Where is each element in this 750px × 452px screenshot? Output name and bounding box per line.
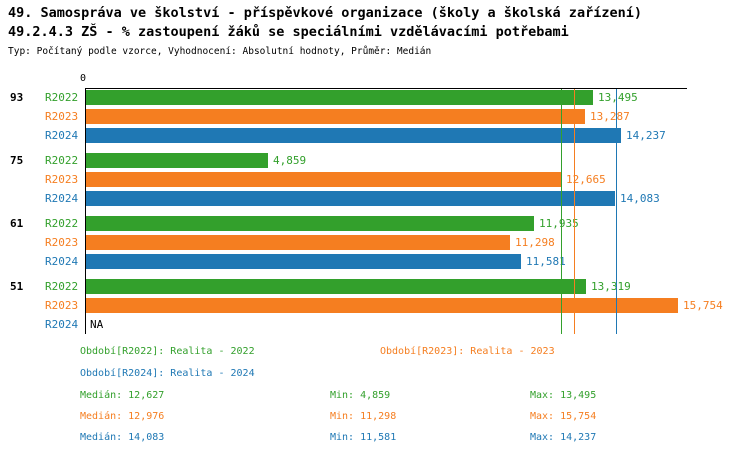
bar-area: 14,083 <box>85 191 722 206</box>
group-label: 61 <box>10 217 24 230</box>
group-label: 93 <box>10 91 24 104</box>
bar-value-label: 15,754 <box>683 299 723 312</box>
series-label: R2023 <box>45 110 79 123</box>
bar-r2022-51 <box>85 279 586 294</box>
bar-chart: 0 93 R2022 13,495 R2023 13,287 R2024 14,237 75 R… <box>10 73 723 334</box>
bar-group-51: 51 R2022 13,319 R2023 15,754 R2024 NA <box>10 277 723 334</box>
bar-area: 11,935 <box>85 216 722 231</box>
bar-row: R2023 15,754 <box>10 296 723 315</box>
stat-min-r2024: Min: 11,581 <box>330 432 397 443</box>
bar-r2023-61 <box>85 235 510 250</box>
bar-r2023-75 <box>85 172 561 187</box>
bar-row: R2024 NA <box>10 315 722 334</box>
bar-row: R2023 11,298 <box>10 233 722 252</box>
stat-max-r2022: Max: 13,495 <box>530 390 597 401</box>
bar-area: 14,237 <box>85 128 722 143</box>
bar-value-label: NA <box>90 318 104 331</box>
bar-r2023-51 <box>85 298 678 313</box>
bar-area: 11,581 <box>85 254 722 269</box>
series-label: R2023 <box>45 299 79 312</box>
bar-r2023-93 <box>85 109 585 124</box>
bar-group-61: 61 R2022 11,935 R2023 11,298 R2024 11,581 <box>10 214 722 271</box>
chart-rows: 93 R2022 13,495 R2023 13,287 R2024 14,237 75 R20… <box>10 88 723 334</box>
bar-row: 51 R2022 13,319 <box>10 277 722 296</box>
bar-r2022-61 <box>85 216 534 231</box>
legend-item-r2023: Období[R2023]: Realita - 2023 <box>380 346 555 357</box>
bar-value-label: 14,083 <box>620 192 660 205</box>
bar-value-label: 12,665 <box>566 173 606 186</box>
page-title-line2: 49.2.4.3 ZŠ - % zastoupení žáků se speci… <box>8 24 569 40</box>
bar-area: NA <box>85 317 722 332</box>
bar-row: R2024 14,237 <box>10 126 722 145</box>
bar-area: 4,859 <box>85 153 722 168</box>
bar-r2022-75 <box>85 153 268 168</box>
axis-tick-zero: 0 <box>80 73 87 84</box>
bar-row: 93 R2022 13,495 <box>10 88 722 107</box>
group-label: 75 <box>10 154 24 167</box>
bar-r2024-75 <box>85 191 615 206</box>
bar-area: 13,319 <box>85 279 722 294</box>
bar-r2024-61 <box>85 254 521 269</box>
series-label: R2024 <box>45 192 79 205</box>
series-label: R2024 <box>45 255 79 268</box>
bar-row: 75 R2022 4,859 <box>10 151 722 170</box>
bar-area: 13,287 <box>85 109 722 124</box>
series-label: R2024 <box>45 318 79 331</box>
stat-max-r2023: Max: 15,754 <box>530 411 597 422</box>
stat-median-r2024: Medián: 14,083 <box>80 432 165 443</box>
series-label: R2024 <box>45 129 79 142</box>
bar-row: R2024 14,083 <box>10 189 722 208</box>
stat-median-r2023: Medián: 12,976 <box>80 411 165 422</box>
bar-row: R2023 13,287 <box>10 107 722 126</box>
bar-row: 61 R2022 11,935 <box>10 214 722 233</box>
series-label: R2023 <box>45 236 79 249</box>
bar-value-label: 11,935 <box>539 217 579 230</box>
bar-area: 15,754 <box>85 298 723 313</box>
series-label: R2022 <box>45 280 79 293</box>
bar-r2022-93 <box>85 90 593 105</box>
series-label: R2022 <box>45 154 79 167</box>
page-title-line1: 49. Samospráva ve školství - příspěvkové… <box>8 5 642 21</box>
bar-value-label: 13,495 <box>598 91 638 104</box>
bar-value-label: 14,237 <box>626 129 666 142</box>
legend-item-r2024: Období[R2024]: Realita - 2024 <box>80 368 255 379</box>
series-label: R2023 <box>45 173 79 186</box>
bar-value-label: 4,859 <box>273 154 307 167</box>
bar-r2024-93 <box>85 128 621 143</box>
bar-value-label: 11,581 <box>526 255 566 268</box>
bar-area: 12,665 <box>85 172 722 187</box>
stat-median-r2022: Medián: 12,627 <box>80 390 165 401</box>
series-label: R2022 <box>45 217 79 230</box>
stat-min-r2022: Min: 4,859 <box>330 390 391 401</box>
bar-row: R2024 11,581 <box>10 252 722 271</box>
stat-max-r2024: Max: 14,237 <box>530 432 597 443</box>
chart-subtitle: Typ: Počítaný podle vzorce, Vyhodnocení:… <box>8 46 432 57</box>
bar-value-label: 13,287 <box>590 110 630 123</box>
bar-value-label: 13,319 <box>591 280 631 293</box>
bar-area: 13,495 <box>85 90 722 105</box>
bar-area: 11,298 <box>85 235 722 250</box>
bar-group-75: 75 R2022 4,859 R2023 12,665 R2024 14,083 <box>10 151 722 208</box>
bar-value-label: 11,298 <box>515 236 555 249</box>
stat-min-r2023: Min: 11,298 <box>330 411 397 422</box>
bar-row: R2023 12,665 <box>10 170 722 189</box>
series-label: R2022 <box>45 91 79 104</box>
group-label: 51 <box>10 280 24 293</box>
legend-item-r2022: Období[R2022]: Realita - 2022 <box>80 346 255 357</box>
bar-group-93: 93 R2022 13,495 R2023 13,287 R2024 14,237 <box>10 88 722 145</box>
